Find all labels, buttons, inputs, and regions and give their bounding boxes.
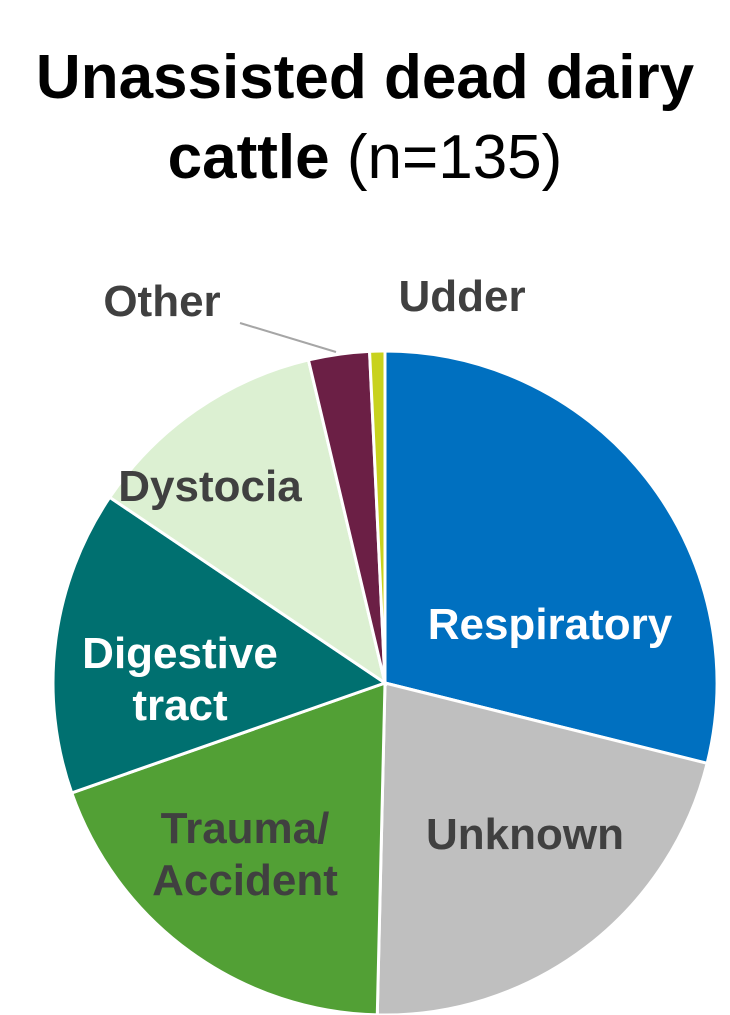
pie-slice [375,681,709,1015]
slice-label: Udder [398,272,526,321]
pie-slice [367,349,387,684]
chart-title-block: Unassisted dead dairy cattle (n=135) [20,38,710,198]
pie-slice [107,358,388,687]
slice-label: Respiratory [427,600,673,649]
slice-label: Trauma/ Accident [152,804,338,905]
pie-slice [51,495,389,795]
chart-subtitle: (n=135) [346,123,563,192]
slice-label: Dystocia [118,462,302,511]
slice-label: Digestive tract [82,629,278,730]
chart-title: Unassisted dead dairy cattle [35,43,695,192]
pie-slice [383,349,719,766]
leader-line [239,322,337,353]
slice-label: Other [103,277,221,326]
slice-label: Unknown [426,810,624,859]
